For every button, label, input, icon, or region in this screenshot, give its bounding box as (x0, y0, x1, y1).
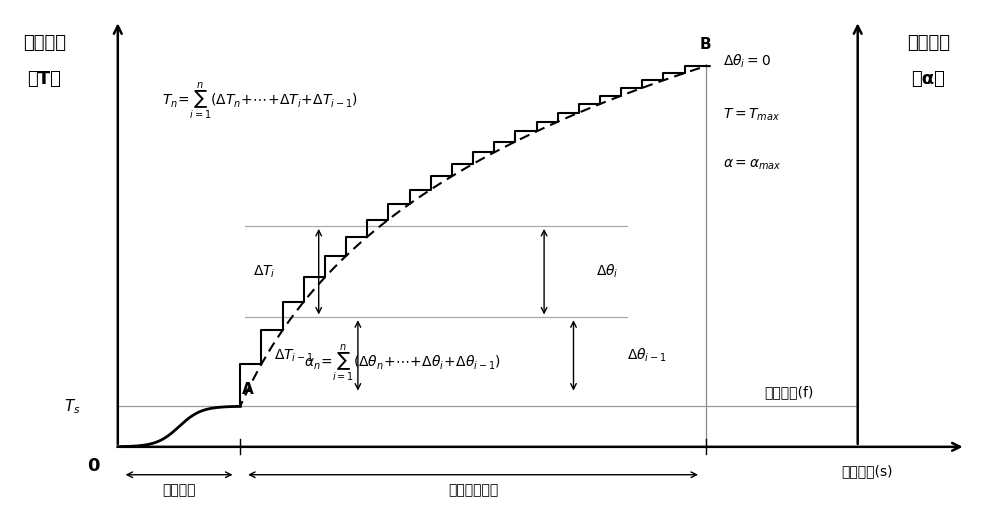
Text: （α）: （α） (911, 70, 945, 88)
Text: $\Delta T_{i-1}$: $\Delta T_{i-1}$ (274, 347, 314, 364)
Text: $\alpha = \alpha_{max}$: $\alpha = \alpha_{max}$ (723, 158, 782, 172)
Text: $\alpha_n\!=\!\sum_{i=1}^{n}(\Delta\theta_n\!+\!\cdots\!+\!\Delta\theta_i\!+\!\D: $\alpha_n\!=\!\sum_{i=1}^{n}(\Delta\thet… (304, 342, 501, 384)
Text: $T = T_{max}$: $T = T_{max}$ (723, 106, 781, 123)
Text: B: B (700, 37, 712, 52)
Text: 贴紧过程: 贴紧过程 (162, 483, 196, 497)
Text: 冲击时长(s): 冲击时长(s) (842, 464, 893, 478)
Text: $\Delta\theta_i$: $\Delta\theta_i$ (596, 263, 619, 280)
Text: 冲击施扭过程: 冲击施扭过程 (448, 483, 498, 497)
Text: A: A (242, 382, 254, 397)
Text: $\Delta\theta_i = 0$: $\Delta\theta_i = 0$ (723, 52, 771, 70)
Text: （T）: （T） (27, 70, 61, 88)
Text: $T_s$: $T_s$ (64, 397, 81, 415)
Text: $\Delta T_i$: $\Delta T_i$ (253, 264, 276, 280)
Text: 0: 0 (87, 457, 100, 475)
Text: 积累转角: 积累转角 (907, 34, 950, 52)
Text: $\Delta\theta_{i-1}$: $\Delta\theta_{i-1}$ (627, 347, 667, 364)
Text: $T_n\!=\!\sum_{i=1}^{n}(\Delta T_n\!+\!\cdots\!+\!\Delta T_i\!+\!\Delta T_{i-1}): $T_n\!=\!\sum_{i=1}^{n}(\Delta T_n\!+\!\… (162, 81, 358, 122)
Text: 冲击次数(f): 冲击次数(f) (764, 385, 814, 399)
Text: 积累扭矩: 积累扭矩 (23, 34, 66, 52)
